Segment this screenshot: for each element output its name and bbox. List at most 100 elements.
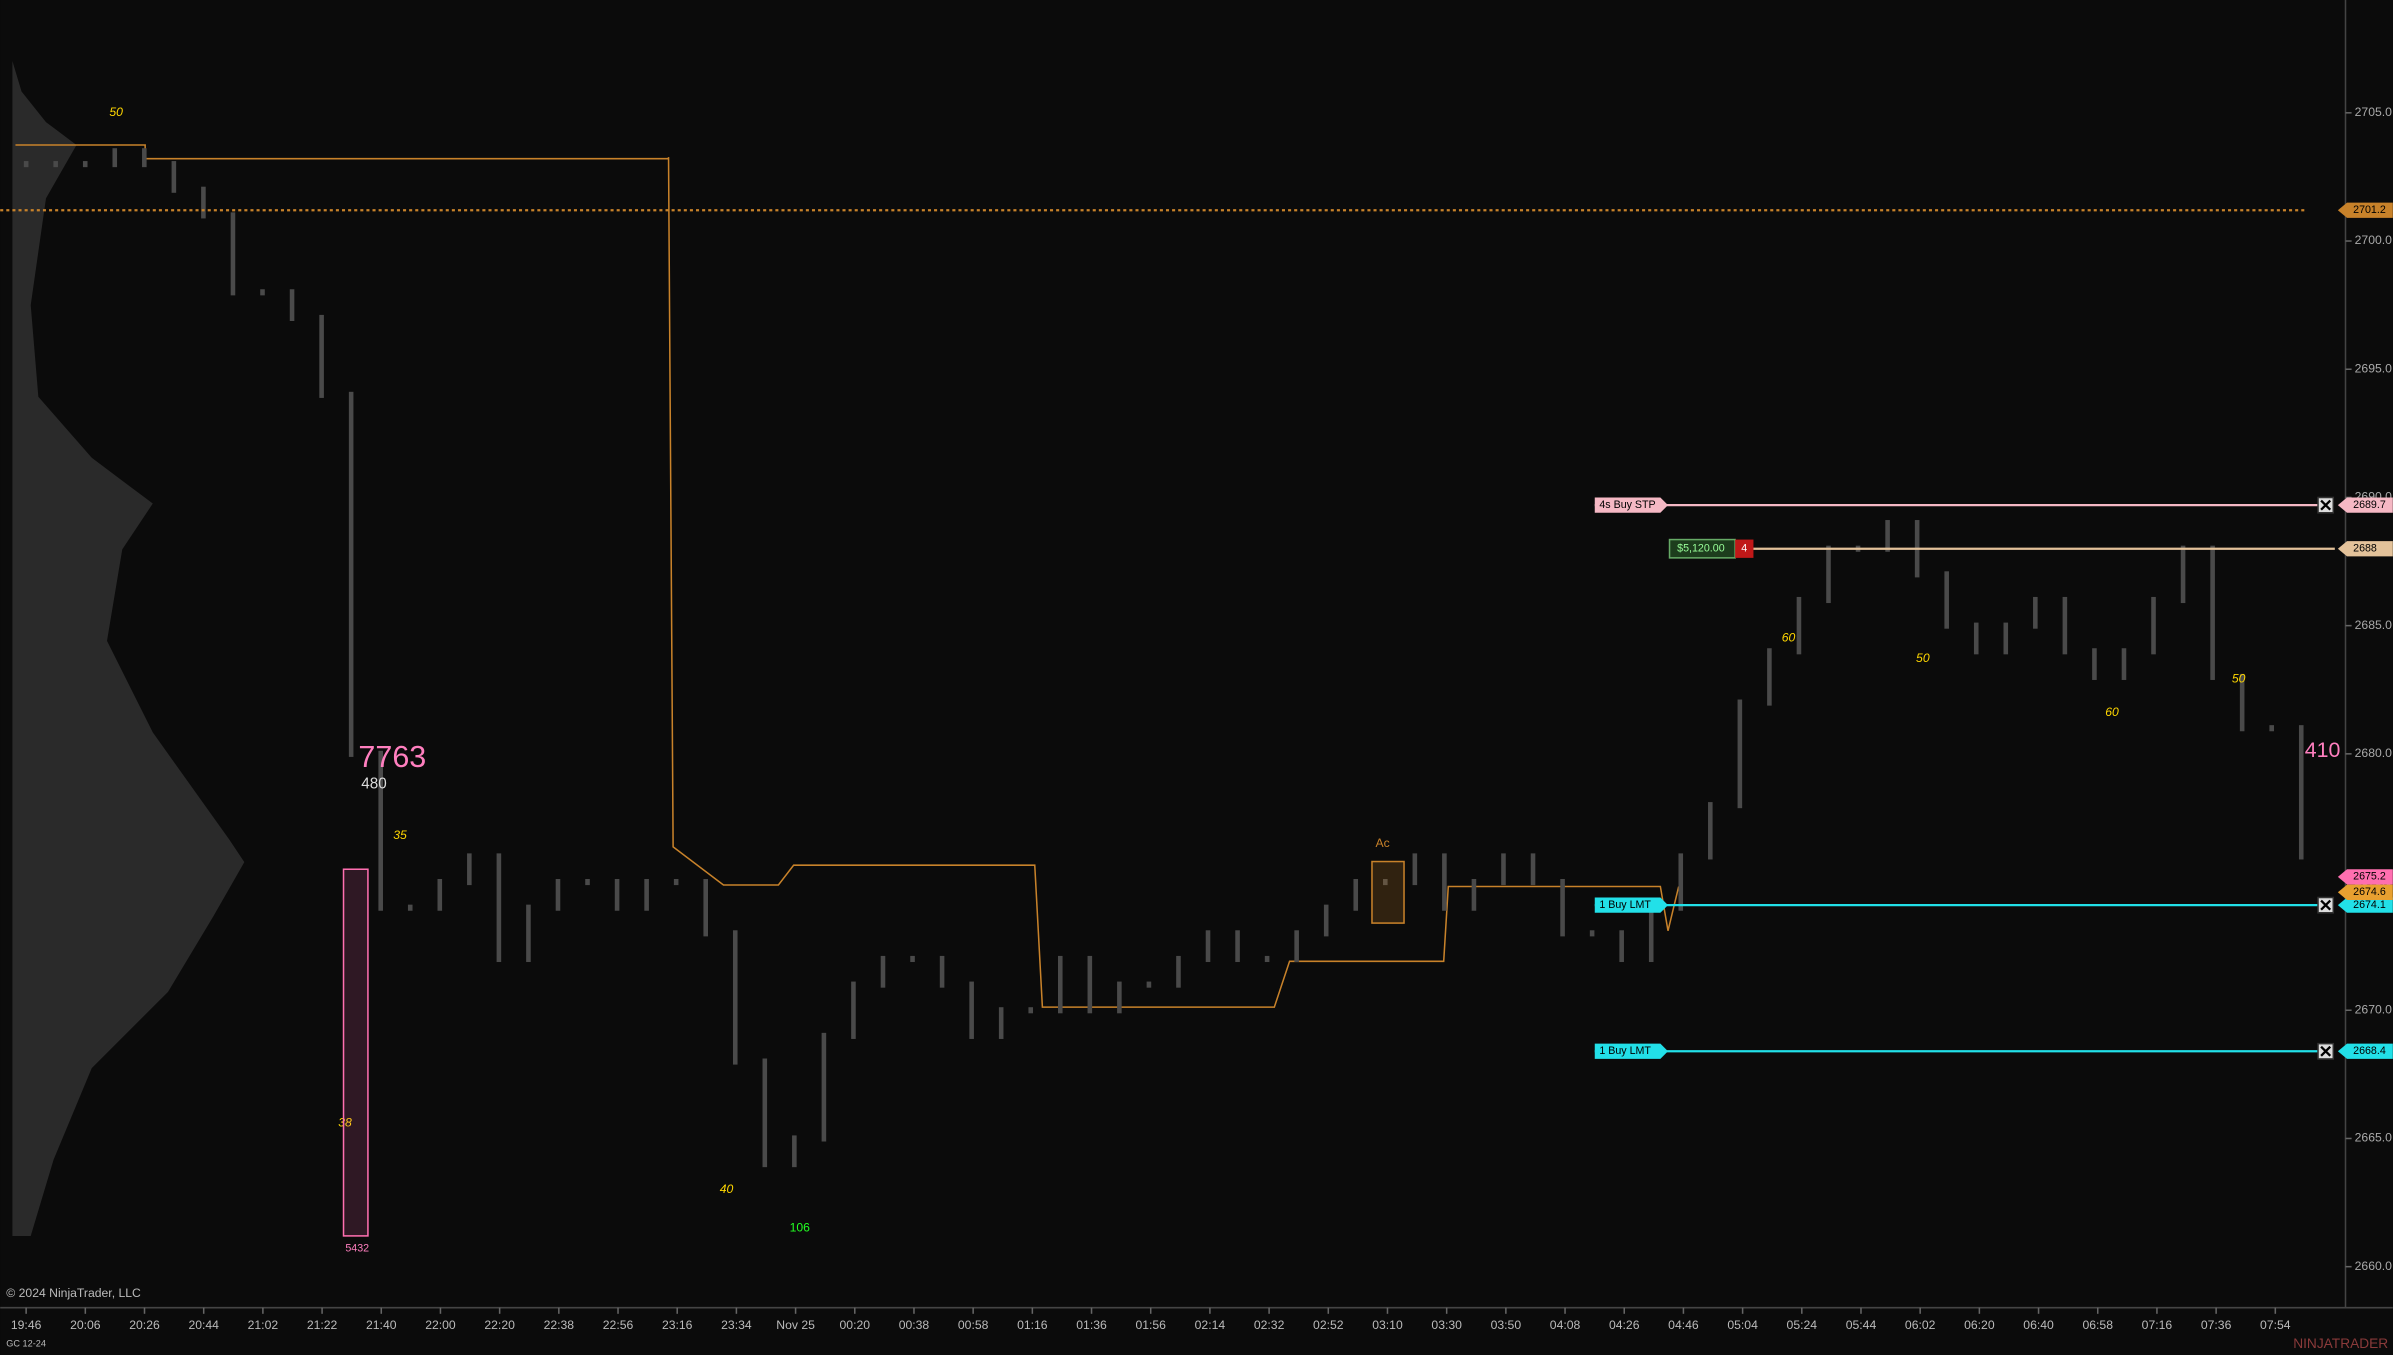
price-tag xyxy=(2337,497,2393,513)
annotation: 60 xyxy=(1782,631,1796,645)
price-bar xyxy=(2033,596,2038,629)
price-bar xyxy=(1176,955,1181,988)
price-bar xyxy=(1353,879,1359,911)
qty: 4 xyxy=(1741,543,1747,555)
price-bar xyxy=(2269,725,2274,732)
annotation: 50 xyxy=(1916,651,1930,665)
price-bar xyxy=(260,289,265,296)
price-bar xyxy=(2003,622,2009,655)
price-bar xyxy=(2121,648,2127,680)
time-label: 04:46 xyxy=(1668,1318,1699,1332)
price-bar xyxy=(1501,853,1506,886)
price-tag-label: 2688 xyxy=(2353,543,2377,555)
price-bar xyxy=(496,853,502,963)
price-bar xyxy=(1767,648,1772,706)
price-bar xyxy=(1471,879,1477,911)
annotation: 40 xyxy=(720,1182,734,1196)
time-label: 01:56 xyxy=(1135,1318,1166,1332)
price-bar xyxy=(1885,520,1890,552)
price-bar xyxy=(526,904,531,963)
order-label: 1 Buy LMT xyxy=(1599,1045,1651,1057)
price-bar xyxy=(1737,699,1743,809)
time-label: 02:52 xyxy=(1313,1318,1344,1332)
price-tag-label: 2675.2 xyxy=(2353,871,2386,883)
price-bar xyxy=(1678,853,1684,911)
price-bar xyxy=(1973,622,1979,655)
time-label: 03:10 xyxy=(1372,1318,1403,1332)
price-bar xyxy=(348,391,354,757)
annotation: 410 xyxy=(2305,738,2341,762)
volume-profile xyxy=(12,61,245,1236)
price-tag-label: 2701.2 xyxy=(2353,204,2386,216)
order-label-box[interactable] xyxy=(1594,897,1669,913)
price-bar xyxy=(1826,545,1831,604)
price-bar xyxy=(1057,955,1063,1014)
price-bar xyxy=(910,955,915,963)
price-bar xyxy=(1530,853,1536,886)
highlight-box xyxy=(1371,860,1405,924)
price-bar xyxy=(1383,879,1388,886)
price-bar xyxy=(821,1032,827,1142)
time-label: 00:20 xyxy=(840,1318,871,1332)
time-label: 01:16 xyxy=(1017,1318,1048,1332)
price-bar xyxy=(112,148,118,168)
price-bar xyxy=(142,148,147,168)
price-bar xyxy=(2298,725,2304,860)
price-bar xyxy=(555,879,561,911)
time-label: Nov 25 xyxy=(776,1318,815,1332)
indicator-line xyxy=(15,144,1680,1008)
price-bar xyxy=(614,879,620,911)
order-label: 1 Buy LMT xyxy=(1599,899,1651,911)
price-bar xyxy=(1205,930,1211,963)
price-tag-label: 2689.7 xyxy=(2353,499,2386,511)
price-bar xyxy=(969,981,974,1039)
time-label: 07:36 xyxy=(2201,1318,2232,1332)
price-bar xyxy=(1028,1007,1034,1014)
price-bar xyxy=(1619,930,1624,963)
price-bar xyxy=(1442,853,1447,911)
time-label: 20:44 xyxy=(188,1318,219,1332)
price-tag xyxy=(2337,869,2393,885)
time-label: 05:24 xyxy=(1787,1318,1818,1332)
order-label: 4s Buy STP xyxy=(1599,499,1655,511)
price-bar xyxy=(1589,930,1595,937)
time-label: 02:14 xyxy=(1195,1318,1226,1332)
time-label: 07:16 xyxy=(2142,1318,2173,1332)
brand: NINJATRADER xyxy=(2293,1336,2388,1351)
highlight-box xyxy=(342,868,369,1237)
price-bar xyxy=(644,879,649,911)
price-bar xyxy=(1708,802,1713,860)
price-bar xyxy=(1117,981,1122,1014)
price-bar xyxy=(1412,853,1418,886)
price-bar xyxy=(703,879,709,937)
price-tick-label: 2660.0 xyxy=(2355,1259,2392,1273)
time-label: 22:56 xyxy=(603,1318,634,1332)
order-label-box[interactable] xyxy=(1594,1043,1669,1059)
time-label: 22:00 xyxy=(425,1318,456,1332)
time-label: 02:32 xyxy=(1254,1318,1285,1332)
price-bar xyxy=(82,161,88,168)
price-tag-label: 2674.1 xyxy=(2353,899,2386,911)
price-bar xyxy=(2180,545,2186,604)
price-tick-label: 2705.0 xyxy=(2355,105,2392,119)
annotation: 38 xyxy=(338,1115,352,1129)
price-bar xyxy=(998,1007,1004,1039)
order-label-box[interactable] xyxy=(1594,497,1669,513)
annotation: 480 xyxy=(361,776,386,793)
price-bar xyxy=(23,161,29,168)
price-tag-label: 2674.6 xyxy=(2353,886,2386,898)
copyright: © 2024 NinjaTrader, LLC xyxy=(6,1286,141,1300)
price-bar xyxy=(1796,596,1802,655)
order-cancel-x xyxy=(2320,1045,2332,1057)
time-label: 20:06 xyxy=(70,1318,101,1332)
price-bar xyxy=(2092,648,2097,680)
time-label: 07:54 xyxy=(2260,1318,2291,1332)
price-bar xyxy=(673,879,679,886)
price-bar xyxy=(585,879,590,886)
price-bar xyxy=(1264,955,1270,963)
time-label: 21:02 xyxy=(248,1318,279,1332)
annotation: 106 xyxy=(790,1220,811,1234)
price-bar xyxy=(319,314,324,398)
